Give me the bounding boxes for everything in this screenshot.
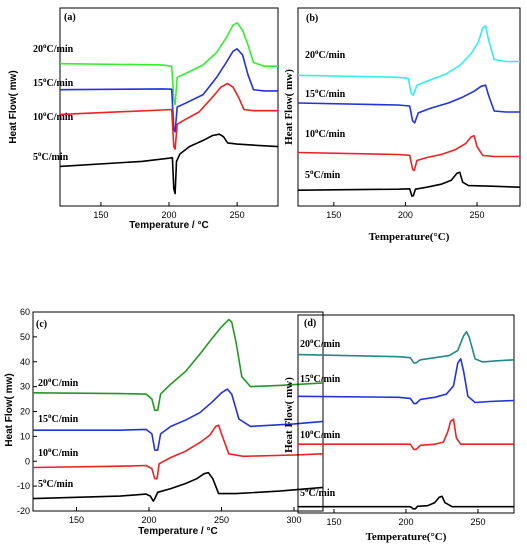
series-label-b-3: 5oC/min	[305, 168, 341, 181]
panel-label-b: (b)	[306, 13, 318, 24]
x-tick-label-d-0: 150	[326, 517, 341, 527]
x-tick-label-c-3: 300	[286, 515, 301, 525]
x-tick-label-d-2: 250	[470, 517, 485, 527]
y-tick-label-c-3: 10	[20, 431, 30, 441]
x-tick-label-a-0: 150	[93, 210, 108, 220]
y-tick-label-c-5: 30	[20, 382, 30, 392]
panel-c: 150 200 250 300 -20 -10 0 10 20 30 40 50 60 Temperatu…	[4, 307, 324, 537]
x-tick-label-b-2: 250	[470, 210, 485, 220]
y-tick-label-c-7: 50	[20, 332, 30, 342]
panel-label-c: (c)	[36, 319, 47, 330]
y-tick-label-c-8: 60	[20, 307, 30, 317]
series-label-b-2: 10oC/min	[305, 127, 346, 140]
series-line-d-1	[297, 358, 515, 405]
series-line-b-0	[297, 25, 520, 96]
series-line-c-3	[32, 471, 324, 502]
y-tick-label-c-2: 0	[25, 456, 30, 466]
x-axis-label-a: Temperature / °C	[129, 220, 208, 231]
plot-frame-c	[32, 311, 324, 512]
series-label-b-1: 15oC/min	[305, 87, 346, 100]
y-axis-label-d: Heat Flow( mw)	[283, 377, 295, 453]
y-tick-label-c-0: -20	[17, 506, 30, 516]
plot-frame-b	[297, 7, 521, 207]
series-label-c-2: 10oC/min	[38, 446, 79, 459]
series-label-c-0: 20oC/min	[38, 376, 79, 389]
series-line-a-1	[59, 48, 278, 133]
series-label-d-2: 10oC/min	[300, 428, 341, 441]
series-line-d-3	[298, 495, 514, 510]
series-label-a-1: 15oC/min	[33, 76, 74, 89]
series-label-c-3: 5oC/min	[38, 477, 74, 490]
x-tick-label-b-1: 200	[398, 210, 413, 220]
series-line-b-1	[297, 84, 520, 124]
series-line-c-1	[33, 388, 324, 451]
x-axis-label-d: Temperature(°C)	[366, 531, 447, 543]
series-line-a-0	[59, 22, 278, 106]
x-tick-label-c-2: 250	[214, 515, 229, 525]
x-tick-label-b-0: 150	[326, 210, 341, 220]
x-axis-label-b: Temperature(°C)	[369, 231, 450, 243]
series-label-d-1: 15oC/min	[300, 372, 341, 385]
y-axis-label-a: Heat Flow( mw)	[8, 70, 19, 143]
series-label-d-3: 5oC/min	[300, 486, 336, 499]
x-tick-label-a-2: 250	[230, 210, 245, 220]
x-tick-label-a-1: 200	[161, 210, 176, 220]
x-tick-label-c-1: 200	[141, 515, 156, 525]
x-tick-label-c-0: 150	[69, 515, 84, 525]
series-label-c-1: 15oC/min	[38, 412, 79, 425]
series-line-d-0	[297, 330, 515, 364]
panel-d: 150 200 250 Temperature(°C) Heat Flow( mw) (d…	[283, 314, 515, 543]
panel-a: 150 200 250 Temperature / °C Heat Flow( mw) (…	[8, 7, 279, 231]
x-axis-label-c: Temperature / °C	[138, 526, 217, 537]
series-label-a-0: 20oC/min	[33, 42, 74, 55]
series-label-d-0: 20oC/min	[300, 337, 341, 350]
y-axis-label-c: Heat Flow( mw)	[4, 373, 15, 446]
series-line-c-0	[32, 318, 324, 412]
series-line-a-2	[59, 82, 278, 150]
y-axis-label-b: Heat Flow( mw)	[283, 69, 295, 145]
x-tick-label-d-1: 200	[398, 517, 413, 527]
y-tick-label-c-4: 20	[20, 407, 30, 417]
panel-label-d: (d)	[304, 318, 316, 329]
series-line-a-3	[59, 133, 279, 195]
series-line-d-2	[298, 418, 514, 451]
series-line-b-3	[297, 171, 521, 197]
series-line-c-2	[32, 424, 324, 480]
series-label-b-0: 20oC/min	[305, 48, 346, 61]
y-tick-label-c-1: -10	[17, 481, 30, 491]
series-label-a-2: 10oC/min	[33, 110, 74, 123]
y-tick-label-c-6: 40	[20, 357, 30, 367]
panel-b: 150 200 250 Temperature(°C) Heat Flow( mw) (b…	[283, 7, 521, 243]
series-line-b-2	[297, 134, 520, 172]
series-label-a-3: 5oC/min	[33, 150, 69, 163]
panel-label-a: (a)	[64, 12, 76, 23]
